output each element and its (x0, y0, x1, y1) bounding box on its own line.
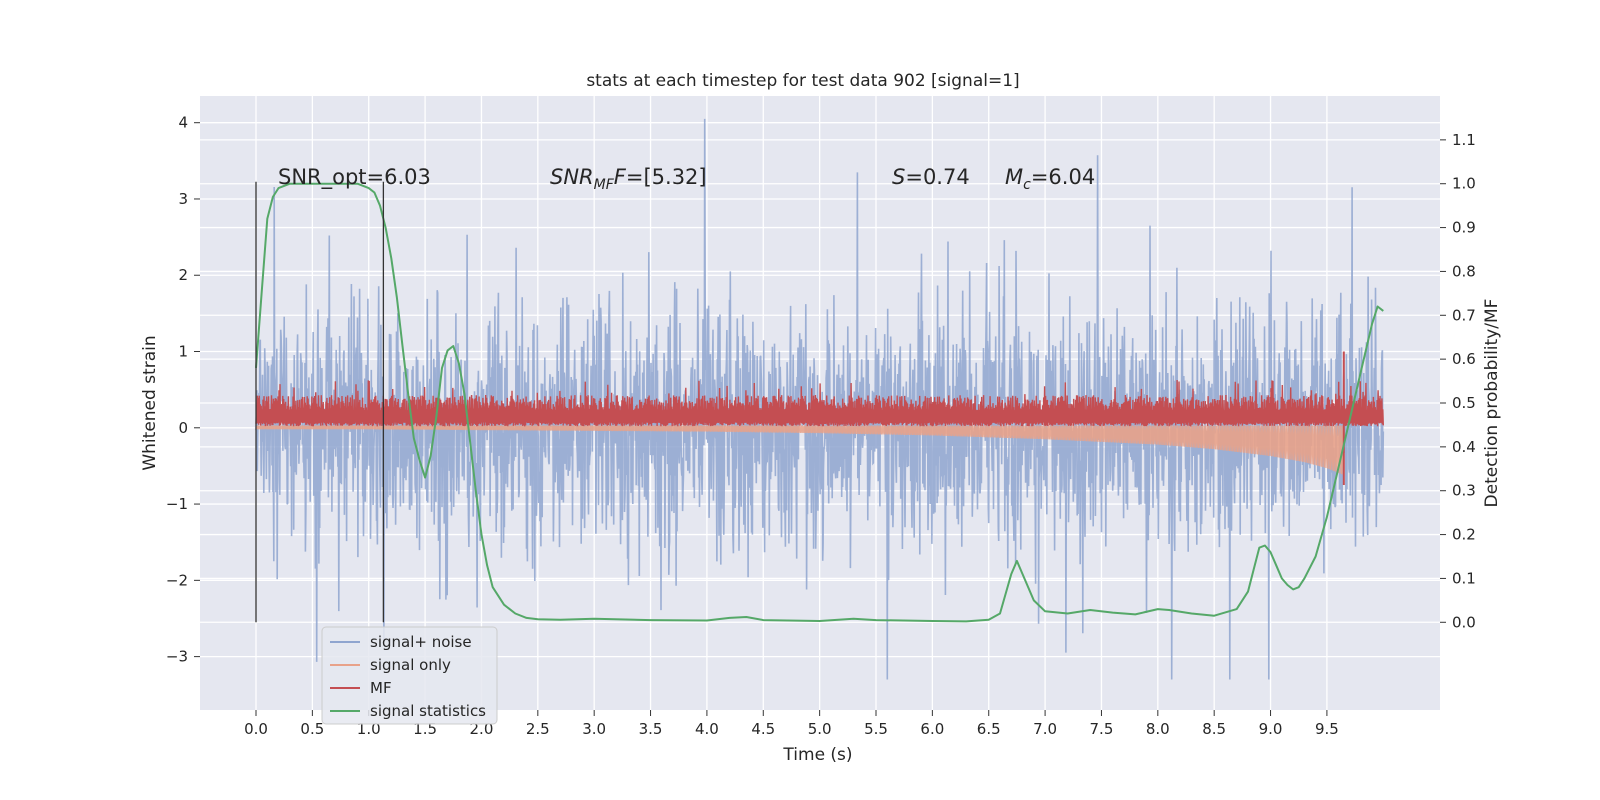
annotation-s-value: =0.74 (905, 165, 969, 189)
y-tick-label: −1 (166, 495, 188, 513)
vertical-markers (255, 181, 385, 623)
annotation-snr-mf-symbol: SNR (550, 165, 594, 189)
y-tick-label: 2 (178, 266, 188, 284)
y2-tick-label: 1.0 (1452, 175, 1476, 193)
annotation-snr-mf-value: =[5.32] (626, 165, 707, 189)
x-tick-label: 0.0 (244, 720, 268, 738)
y2-tick-label: 0.4 (1452, 438, 1476, 456)
y2-tick-label: 0.2 (1452, 526, 1476, 544)
y-tick-label: −3 (166, 648, 188, 666)
annotation-mc-symbol: M (1005, 165, 1023, 189)
x-tick-label: 3.5 (639, 720, 663, 738)
y-axis-label: Whitened strain (140, 335, 160, 470)
x-tick-label: 2.5 (526, 720, 550, 738)
right-axis: 0.0 0.1 0.2 0.3 0.4 0.5 0.6 0.7 0.8 0.9 1.0 1.1 (1440, 131, 1476, 631)
series-signal-statistics (255, 182, 1384, 623)
x-tick-label: 4.0 (695, 720, 719, 738)
x-tick-label: 0.5 (300, 720, 324, 738)
legend-label: signal only (370, 656, 451, 674)
left-axis: −3 −2 −1 0 1 2 3 4 (166, 114, 200, 666)
y2-tick-label: 0.0 (1452, 613, 1476, 631)
annotation-snr-mf: SNRMFF=[5.32] (550, 165, 707, 193)
y2-tick-label: 0.9 (1452, 219, 1476, 237)
x-tick-label: 8.5 (1202, 720, 1226, 738)
x-tick-label: 5.0 (808, 720, 832, 738)
y2-axis-label: Detection probability/MF (1482, 299, 1502, 508)
y2-tick-label: 1.1 (1452, 131, 1476, 149)
annotation-snr-opt: SNR_opt=6.03 (278, 165, 431, 190)
x-tick-label: 3.0 (582, 720, 606, 738)
y2-tick-label: 0.8 (1452, 262, 1476, 280)
x-tick-label: 7.0 (1033, 720, 1057, 738)
y-tick-label: 4 (178, 114, 188, 132)
legend-label: signal+ noise (370, 633, 472, 651)
annotation-s-symbol: S (892, 165, 905, 189)
y-tick-label: 0 (178, 419, 188, 437)
x-tick-label: 6.0 (920, 720, 944, 738)
legend-label: MF (370, 679, 392, 697)
series-layer (255, 118, 1385, 680)
x-tick-label: 4.5 (751, 720, 775, 738)
annotations: SNR_opt=6.03 SNRMFF=[5.32] S=0.74 Mc=6.0… (278, 165, 1095, 193)
annotation-mc-subscript: c (1023, 177, 1031, 193)
x-axis-label: Time (s) (782, 745, 852, 765)
legend-label: signal statistics (370, 702, 486, 720)
y2-tick-label: 0.7 (1452, 306, 1476, 324)
y2-tick-label: 0.6 (1452, 350, 1476, 368)
x-tick-label: 6.5 (977, 720, 1001, 738)
y-tick-label: −2 (166, 571, 188, 589)
y2-tick-label: 0.3 (1452, 482, 1476, 500)
y-tick-label: 3 (178, 190, 188, 208)
x-tick-label: 9.0 (1259, 720, 1283, 738)
x-tick-label: 8.0 (1146, 720, 1170, 738)
x-tick-label: 7.5 (1090, 720, 1114, 738)
chart-title: stats at each timestep for test data 902… (586, 71, 1019, 91)
legend: signal+ noise signal only MF signal statist… (321, 626, 498, 725)
x-tick-label: 5.5 (864, 720, 888, 738)
y-tick-label: 1 (178, 343, 188, 361)
y2-tick-label: 0.1 (1452, 569, 1476, 587)
annotation-mc-value: =6.04 (1031, 165, 1095, 189)
y2-tick-label: 0.5 (1452, 394, 1476, 412)
series-mf (255, 379, 1384, 427)
x-axis: 0.0 0.5 1.0 1.5 2.0 2.5 3.0 3.5 4.0 4.5 5.0 5.5 6.0 6… (244, 710, 1339, 738)
legend-box (321, 626, 498, 725)
x-tick-label: 9.5 (1315, 720, 1339, 738)
annotation-snr-mf-subscript: MF (594, 177, 615, 193)
annotation-s: S=0.74 (892, 165, 970, 189)
annotation-mc: Mc=6.04 (1005, 165, 1095, 193)
